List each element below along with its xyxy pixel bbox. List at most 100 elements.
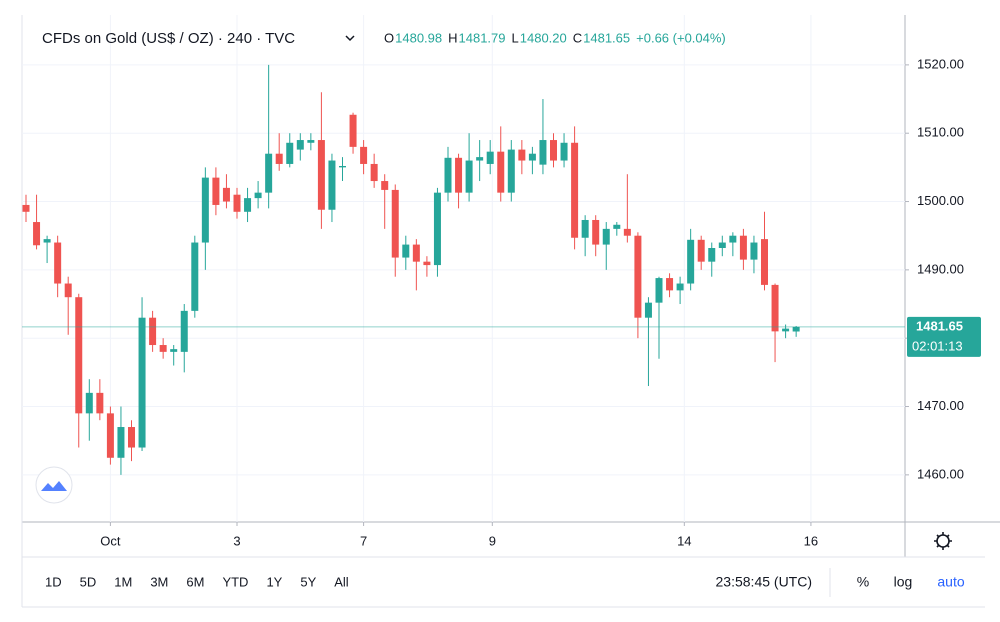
candle-body [275,153,283,164]
candle-body [750,242,758,260]
x-tick-label: 14 [677,533,691,548]
candle-body [64,283,72,298]
candle-body [687,239,695,284]
candle-body [265,153,273,193]
x-tick-label: 7 [360,533,367,548]
y-tick-label: 1510.00 [917,125,964,140]
range-button[interactable]: 5D [80,574,97,589]
scale-option[interactable]: log [894,574,913,590]
candle-body [771,284,779,332]
candle-body [697,239,705,262]
candle-body [761,239,768,285]
candle-body [138,317,146,448]
range-button[interactable]: 6M [186,574,204,589]
candle-body [75,297,83,414]
clock: 23:58:45 (UTC) [716,574,812,590]
candle-body [244,198,252,212]
last-price-tag [907,316,981,357]
candle-body [128,427,135,448]
candle-body [718,242,726,249]
candle-body [170,349,178,352]
candle-body [592,219,600,245]
candle-body [571,142,579,238]
x-tick-label: Oct [100,533,121,548]
candle-body [465,160,473,193]
logo-circle[interactable] [35,466,73,504]
candle-body [455,157,463,193]
candle-body [33,222,41,246]
range-button[interactable]: YTD [222,574,248,589]
range-button[interactable]: 1Y [266,574,282,589]
range-button[interactable]: 1M [114,574,132,589]
candle-body [233,194,241,212]
last-price-label: 1481.65 [916,318,963,333]
gear-teeth[interactable] [934,532,952,550]
plot-area [22,15,905,522]
candle-body [117,427,125,458]
candle-body [634,235,642,318]
candle-body [792,326,800,332]
range-button[interactable]: 5Y [300,574,316,589]
candle-body [22,204,30,212]
scale-option[interactable]: auto [937,574,964,590]
y-tick-label: 1520.00 [917,56,964,71]
scale-option[interactable]: % [857,574,869,590]
candle-body [254,192,262,199]
candle-body [317,140,325,210]
candle-body [286,142,294,164]
candle-body [370,163,378,182]
legend-value: 1481.65 [583,30,630,45]
candle-body [613,224,621,229]
candle-body [507,149,515,193]
candle-body [476,157,484,161]
candle-body [528,153,536,161]
candle-body [149,317,157,346]
symbol-title[interactable]: CFDs on Gold (US$ / OZ) · 240 · TVC [42,30,295,47]
x-tick-label: 16 [804,533,818,548]
candle-body [222,187,230,202]
candle-body [328,160,336,210]
candle-body [339,166,346,168]
candle-body [43,239,51,243]
ohlc-legend: O 1480.98 H 1481.79 L 1480.20 C 1481.65 +0.66 (+… [384,30,726,45]
candle-body [96,392,104,414]
candle-body [85,392,93,414]
candle-body [423,261,431,266]
y-tick-label: 1460.00 [917,466,964,481]
legend-key: O [384,30,394,45]
chevron[interactable] [345,35,355,42]
candle-body [676,283,684,291]
candle-body [729,235,737,243]
candle-body [486,151,494,164]
candle-body [106,413,114,458]
x-tick-label: 9 [489,533,496,548]
candle-body [307,140,315,143]
y-tick-label: 1500.00 [917,193,964,208]
candle-body [402,244,410,258]
legend-key: C [573,30,582,45]
candle-body [539,140,547,165]
legend-change: +0.66 (+0.04%) [636,30,726,45]
candle-body [655,278,663,303]
range-button[interactable]: 1D [45,574,62,589]
y-tick-label: 1470.00 [917,398,964,413]
range-button[interactable]: 3M [150,574,168,589]
candle-body [201,177,209,243]
candle-body [581,219,589,238]
candle-body [391,189,399,258]
range-button[interactable]: All [334,574,349,589]
candle-body [518,149,526,161]
logo-mark[interactable] [41,481,67,491]
candle-body [180,310,188,352]
legend-value: 1480.98 [395,30,442,45]
logo[interactable] [35,466,73,504]
settings-icon[interactable] [934,532,952,550]
candle-body [349,114,357,147]
candle-body [191,242,199,311]
candle-body [412,244,420,262]
candle-body [623,228,631,236]
candle-body [444,157,452,193]
candle-body [381,181,389,190]
